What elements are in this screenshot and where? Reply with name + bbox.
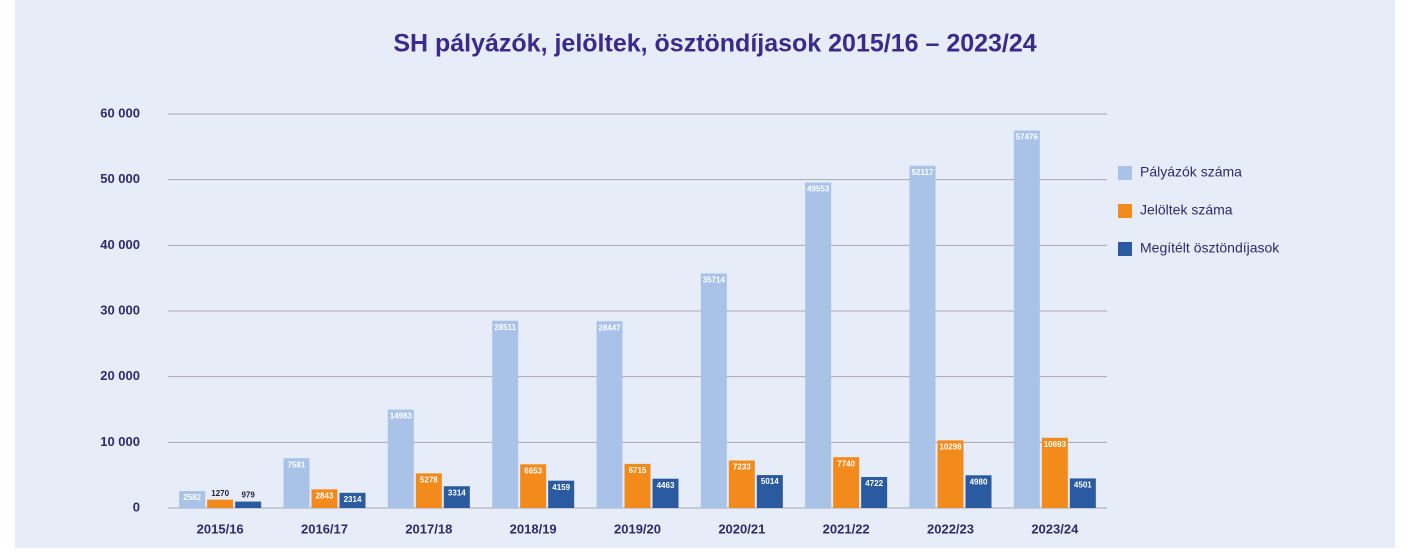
bar: [833, 457, 860, 508]
value-label: 4159: [552, 483, 570, 492]
value-label: 10693: [1044, 440, 1067, 449]
bar: [548, 480, 575, 508]
chart-title: SH pályázók, jelöltek, ösztöndíjasok 201…: [393, 30, 1036, 58]
value-label: 49553: [807, 185, 830, 194]
bar: [728, 460, 755, 508]
value-label: 1270: [211, 489, 229, 498]
bar: [339, 492, 366, 508]
value-label: 6715: [629, 466, 647, 475]
bar: [805, 182, 832, 508]
x-tick-label: 2015/16: [197, 521, 244, 536]
bar: [965, 475, 992, 508]
bar: [1069, 478, 1096, 508]
value-label: 2314: [344, 495, 362, 504]
x-tick-label: 2017/18: [405, 521, 452, 536]
x-tick-label: 2022/23: [927, 521, 974, 536]
bar: [179, 491, 206, 508]
value-label: 35714: [703, 276, 726, 285]
value-label: 7740: [837, 459, 855, 468]
bar: [909, 165, 936, 509]
bar: [861, 476, 888, 508]
value-label: 5014: [761, 477, 779, 486]
value-label: 2582: [183, 493, 201, 502]
bar: [700, 273, 727, 508]
value-label: 14983: [390, 412, 413, 421]
bar: [207, 499, 234, 508]
y-tick-label: 40 000: [100, 237, 140, 252]
value-label: 10298: [939, 442, 962, 451]
bar: [415, 473, 442, 508]
bar: [387, 409, 414, 508]
legend-swatch: [1118, 204, 1132, 218]
y-tick-label: 50 000: [100, 171, 140, 186]
bar: [624, 463, 651, 508]
value-label: 52117: [912, 168, 934, 177]
value-label: 4722: [865, 479, 883, 488]
x-tick-label: 2016/17: [301, 521, 348, 536]
bar: [492, 320, 519, 508]
x-tick-label: 2023/24: [1031, 521, 1079, 536]
y-tick-label: 20 000: [100, 368, 140, 383]
value-label: 5278: [420, 475, 438, 484]
y-tick-label: 30 000: [100, 302, 140, 317]
bar: [652, 478, 679, 508]
bar: [443, 486, 470, 508]
value-label: 28447: [598, 323, 621, 332]
legend-swatch: [1118, 166, 1132, 180]
legend-label: Jelöltek száma: [1140, 202, 1233, 218]
legend-label: Pályázók száma: [1140, 164, 1242, 180]
bar: [1041, 437, 1068, 508]
y-tick-label: 60 000: [100, 105, 140, 120]
value-label: 57476: [1016, 133, 1039, 142]
value-label: 6653: [524, 466, 542, 475]
bar: [283, 458, 310, 508]
bar: [596, 321, 623, 508]
value-label: 2843: [316, 491, 334, 500]
value-label: 4980: [970, 477, 988, 486]
bar: [937, 440, 964, 508]
value-label: 3314: [448, 488, 466, 497]
x-tick-label: 2021/22: [823, 521, 870, 536]
value-label: 28511: [494, 323, 516, 332]
y-tick-label: 0: [133, 499, 140, 514]
x-tick-label: 2020/21: [718, 521, 765, 536]
x-tick-label: 2018/19: [510, 521, 557, 536]
value-label: 7581: [288, 460, 306, 469]
value-label: 7233: [733, 463, 751, 472]
bar: [235, 501, 262, 508]
y-tick-label: 10 000: [100, 434, 140, 449]
bar: [756, 475, 783, 508]
bar: [520, 464, 547, 508]
value-label: 4501: [1074, 481, 1092, 490]
value-label: 4463: [657, 481, 675, 490]
value-label: 979: [241, 491, 255, 500]
bar: [1013, 130, 1040, 508]
legend-label: Megítélt ösztöndíjasok: [1140, 240, 1280, 256]
x-tick-label: 2019/20: [614, 521, 661, 536]
legend-swatch: [1118, 242, 1132, 256]
bar: [311, 489, 338, 508]
